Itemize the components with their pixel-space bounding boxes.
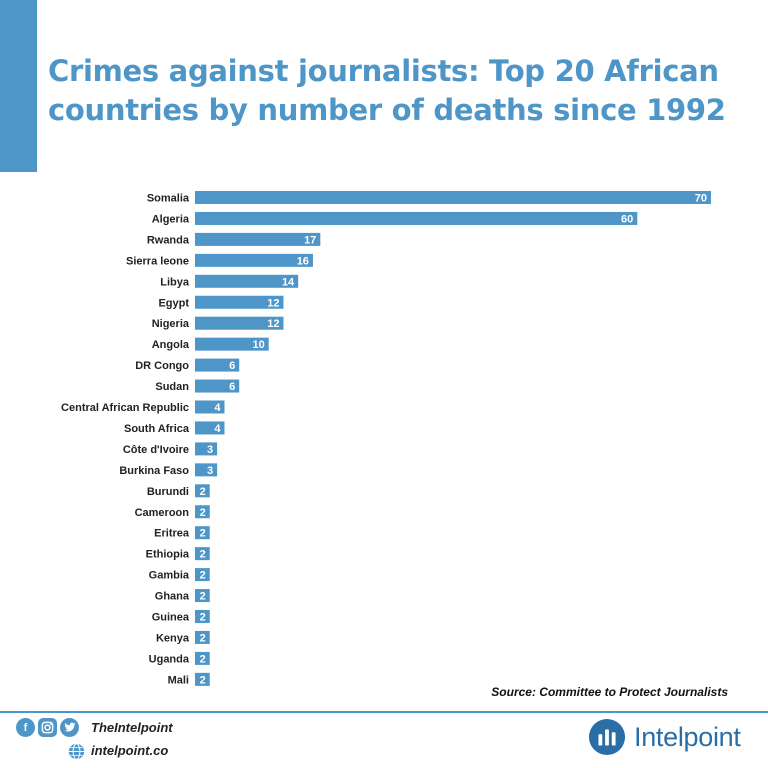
data-label: 2 — [200, 549, 206, 561]
bar — [195, 484, 210, 498]
category-label: Burkina Faso — [119, 465, 189, 477]
category-label: Nigeria — [152, 318, 190, 330]
category-label: Kenya — [156, 632, 190, 644]
bar — [195, 191, 711, 204]
data-label: 6 — [229, 360, 235, 372]
intelpoint-logo-icon — [588, 718, 626, 756]
category-label: Angola — [152, 339, 190, 351]
data-label: 2 — [200, 591, 206, 603]
bar — [195, 630, 210, 644]
category-label: Burundi — [147, 486, 189, 498]
brand-logo: Intelpoint — [588, 718, 741, 756]
category-label: Central African Republic — [61, 402, 189, 414]
category-label: Ghana — [155, 591, 190, 603]
data-label: 2 — [200, 486, 206, 498]
category-label: Uganda — [149, 653, 190, 665]
bar — [195, 568, 210, 582]
bar — [195, 274, 299, 288]
facebook-icon[interactable]: f — [16, 718, 35, 737]
bar — [195, 505, 210, 519]
data-label: 2 — [200, 528, 206, 540]
brand-name: Intelpoint — [634, 721, 741, 752]
data-label: 60 — [621, 213, 633, 225]
bar — [195, 253, 313, 267]
category-label: Somalia — [147, 193, 190, 205]
website-link[interactable]: intelpoint.co — [91, 743, 169, 758]
bar — [195, 337, 269, 351]
data-label: 4 — [214, 402, 221, 414]
category-label: Sudan — [155, 381, 189, 393]
category-label: DR Congo — [135, 360, 189, 372]
bar — [195, 295, 284, 309]
footer-divider — [0, 711, 768, 713]
bar — [195, 442, 218, 456]
bar — [195, 589, 210, 603]
data-label: 2 — [200, 674, 206, 686]
bar — [195, 379, 240, 393]
bar — [195, 610, 210, 623]
data-label: 70 — [695, 193, 707, 205]
bar — [195, 526, 210, 540]
bar — [195, 232, 321, 246]
category-label: Eritrea — [154, 528, 190, 540]
data-label: 14 — [282, 276, 295, 288]
data-label: 2 — [200, 507, 206, 519]
bar — [195, 547, 210, 561]
data-label: 17 — [304, 234, 316, 246]
bar — [195, 421, 225, 435]
category-label: Egypt — [158, 297, 189, 309]
data-label: 2 — [200, 632, 206, 644]
data-label: 2 — [200, 612, 206, 624]
bar — [195, 316, 284, 330]
social-handle[interactable]: TheIntelpoint — [91, 720, 173, 735]
data-label: 6 — [229, 381, 235, 393]
category-label: Côte d'Ivoire — [123, 444, 189, 456]
data-label: 12 — [267, 297, 279, 309]
category-label: Algeria — [152, 213, 190, 225]
category-label: Libya — [160, 276, 190, 288]
category-label: Mali — [168, 674, 189, 686]
category-label: South Africa — [124, 423, 190, 435]
data-label: 2 — [200, 570, 206, 582]
category-label: Sierra leone — [126, 255, 189, 267]
data-label: 12 — [267, 318, 279, 330]
category-label: Guinea — [152, 612, 190, 624]
bar — [195, 211, 638, 225]
twitter-icon[interactable] — [60, 718, 79, 737]
category-label: Ethiopia — [146, 549, 190, 561]
data-label: 4 — [214, 423, 221, 435]
bar — [195, 463, 218, 477]
chart-title: Crimes against journalists: Top 20 Afric… — [48, 54, 726, 127]
globe-icon — [68, 743, 85, 760]
bar — [195, 358, 240, 372]
bar — [195, 400, 225, 414]
category-label: Cameroon — [135, 507, 190, 519]
category-label: Rwanda — [147, 234, 190, 246]
category-label: Gambia — [149, 570, 190, 582]
accent-bar — [0, 0, 37, 172]
bar — [195, 651, 210, 665]
data-label: 2 — [200, 653, 206, 665]
data-label: 10 — [252, 339, 264, 351]
source-note: Source: Committee to Protect Journalists — [491, 685, 728, 699]
bar-chart: Somalia 70 Algeria 60 Rwanda 17 Sierra leone 16… — [61, 191, 711, 686]
data-label: 3 — [207, 444, 213, 456]
bar — [195, 672, 210, 686]
social-icons: f — [16, 718, 79, 737]
data-label: 16 — [297, 255, 309, 267]
instagram-icon[interactable] — [38, 718, 57, 737]
data-label: 3 — [207, 465, 213, 477]
